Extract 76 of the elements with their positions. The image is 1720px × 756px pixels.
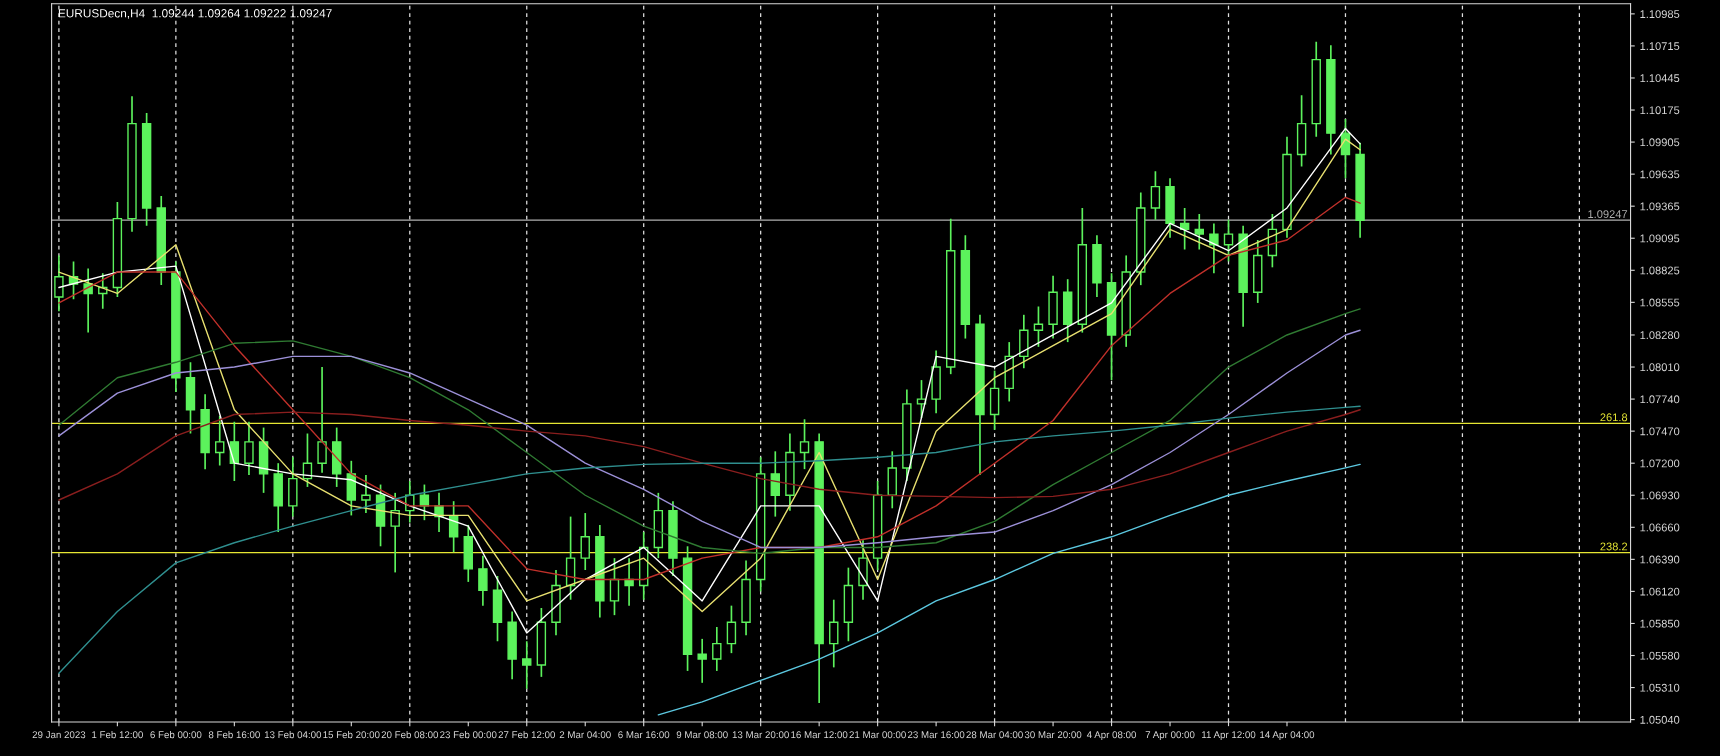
y-tick-label: 1.08555 <box>1640 298 1680 307</box>
y-tick-label: 1.07740 <box>1640 395 1680 404</box>
y-tick-label: 1.06120 <box>1640 587 1680 596</box>
chart-title: EURUSDecn,H4 1.09244 1.09264 1.09222 1.09247 <box>58 9 332 19</box>
candlestick <box>799 418 810 470</box>
y-tick-label: 1.05040 <box>1640 715 1680 724</box>
candlestick <box>317 366 327 474</box>
y-tick-label: 1.06930 <box>1640 491 1680 500</box>
candlestick <box>478 554 488 607</box>
x-tick-label: 11 Apr 12:00 <box>1202 731 1256 741</box>
candlestick <box>624 557 634 607</box>
candlestick <box>1194 213 1204 251</box>
annotation: 261.8 <box>1600 413 1628 422</box>
candlestick <box>54 254 64 313</box>
y-tick-label: 1.08010 <box>1640 363 1680 372</box>
y-tick-label: 1.07200 <box>1640 459 1680 468</box>
x-tick-label: 9 Mar 08:00 <box>676 731 728 739</box>
x-tick-label: 20 Feb 08:00 <box>381 731 439 739</box>
x-tick-label: 14 Apr 04:00 <box>1260 731 1315 741</box>
x-tick-label: 1 Feb 12:00 <box>92 731 143 739</box>
y-tick-label: 1.06660 <box>1640 523 1680 532</box>
candlestick <box>697 638 707 684</box>
candlestick <box>726 604 737 654</box>
candlestick <box>580 512 590 571</box>
candlestick <box>215 414 225 467</box>
x-tick-label: 8 Feb 16:00 <box>208 731 260 739</box>
x-tick-label: 27 Feb 12:00 <box>498 731 556 739</box>
line-series <box>58 409 1361 501</box>
y-tick-label: 1.10715 <box>1640 42 1680 51</box>
candlestick <box>302 432 313 488</box>
x-tick-label: 23 Mar 16:00 <box>907 731 965 739</box>
candlestick <box>522 640 532 690</box>
x-tick-label: 6 Mar 16:00 <box>618 731 670 739</box>
y-tick-label: 1.08825 <box>1640 266 1680 275</box>
candlestick <box>770 450 781 518</box>
x-tick-label: 6 Feb 00:00 <box>150 731 202 739</box>
x-tick-label: 4 Apr 08:00 <box>1086 731 1137 741</box>
y-tick-label: 1.10985 <box>1640 10 1680 19</box>
annotation: 238.2 <box>1600 542 1628 551</box>
candlestick <box>1150 170 1161 221</box>
line-series <box>58 405 1361 675</box>
y-tick-label: 1.09095 <box>1640 234 1680 243</box>
candlestick <box>244 420 254 476</box>
candlestick <box>609 557 620 616</box>
y-tick-label: 1.09635 <box>1640 170 1680 179</box>
candlestick <box>361 474 371 514</box>
x-tick-label: 2 Mar 04:00 <box>559 731 611 739</box>
line-series <box>657 463 1361 716</box>
x-tick-label: 30 Mar 20:00 <box>1024 731 1082 739</box>
x-tick-label: 15 Feb 20:00 <box>323 731 380 739</box>
y-tick-label: 1.06390 <box>1640 555 1680 564</box>
y-tick-label: 1.09905 <box>1640 138 1680 147</box>
x-tick-label: 23 Feb 00:00 <box>440 731 497 739</box>
candlestick <box>390 492 400 574</box>
y-tick-label: 1.10445 <box>1640 74 1680 83</box>
candlestick <box>829 598 839 669</box>
y-tick-label: 1.07470 <box>1640 427 1680 436</box>
candlestick <box>712 626 722 672</box>
x-tick-label: 13 Feb 04:00 <box>264 731 322 739</box>
x-tick-label: 16 Mar 12:00 <box>791 731 848 739</box>
x-tick-label: 28 Mar 04:00 <box>966 731 1023 739</box>
x-tick-label: 29 Jan 2023 <box>32 731 86 739</box>
candlestick <box>1033 305 1044 348</box>
ref-line-label: 1.09247 <box>1588 210 1628 218</box>
y-tick-label: 1.08280 <box>1640 331 1680 340</box>
x-tick-label: 21 Mar 00:00 <box>849 731 906 739</box>
x-tick-label: 13 Mar 20:00 <box>732 731 789 739</box>
x-tick-label: 7 Apr 00:00 <box>1145 731 1195 741</box>
y-tick-label: 1.10175 <box>1640 106 1680 115</box>
y-tick-label: 1.05310 <box>1640 683 1680 692</box>
y-tick-label: 1.09365 <box>1640 202 1680 211</box>
candlestick <box>1209 222 1219 275</box>
y-tick-label: 1.05580 <box>1640 651 1680 660</box>
y-tick-label: 1.05850 <box>1640 619 1680 628</box>
line-series <box>58 196 1361 581</box>
candlestick <box>1223 218 1234 263</box>
